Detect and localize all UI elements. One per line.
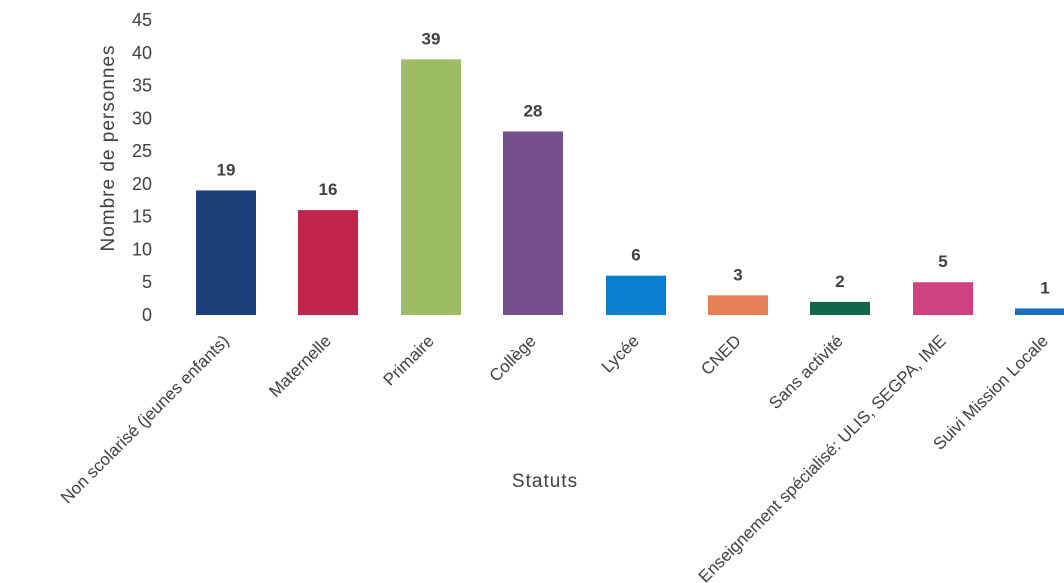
y-tick-label: 5 <box>142 272 152 292</box>
y-axis-ticks: 0 5 10 15 20 25 30 35 40 45 <box>132 10 152 325</box>
data-label: 28 <box>524 101 543 120</box>
category-label: Lycée <box>598 331 643 376</box>
y-axis-title: Nombre de personnes <box>98 45 119 252</box>
bar <box>913 282 973 315</box>
category-label: Non scolarisé (jeunes enfants) <box>57 331 233 507</box>
y-tick-label: 25 <box>132 141 152 161</box>
bar <box>196 190 256 315</box>
bar <box>708 295 768 315</box>
bar <box>1015 308 1064 315</box>
category-label: Maternelle <box>265 331 335 401</box>
y-tick-label: 0 <box>142 305 152 325</box>
bar <box>810 301 870 315</box>
data-label: 39 <box>422 29 441 48</box>
data-label: 6 <box>631 246 640 265</box>
category-labels: Non scolarisé (jeunes enfants) Maternelle… <box>57 331 1052 583</box>
bars <box>196 59 1064 316</box>
bar <box>503 131 563 315</box>
bar <box>606 275 666 315</box>
data-label: 2 <box>835 272 844 291</box>
data-labels: 19 16 39 28 6 3 2 5 1 <box>217 29 1050 297</box>
category-label: Suivi Mission Locale <box>929 331 1051 453</box>
x-axis-title: Statuts <box>512 471 578 492</box>
y-tick-label: 10 <box>132 239 152 259</box>
data-label: 3 <box>733 265 742 284</box>
y-tick-label: 30 <box>132 108 152 128</box>
y-tick-label: 45 <box>132 10 152 30</box>
y-tick-label: 15 <box>132 207 152 227</box>
category-label: Sans activité <box>765 331 847 413</box>
bar <box>401 59 461 316</box>
y-tick-label: 40 <box>132 43 152 63</box>
bar <box>298 210 358 315</box>
category-label: Primaire <box>380 331 438 389</box>
data-label: 16 <box>319 180 338 199</box>
data-label: 5 <box>938 252 947 271</box>
category-label: Collège <box>486 331 540 385</box>
data-label: 1 <box>1040 278 1049 297</box>
data-label: 19 <box>217 160 236 179</box>
category-label: CNED <box>697 331 744 378</box>
y-tick-label: 35 <box>132 76 152 96</box>
y-tick-label: 20 <box>132 174 152 194</box>
